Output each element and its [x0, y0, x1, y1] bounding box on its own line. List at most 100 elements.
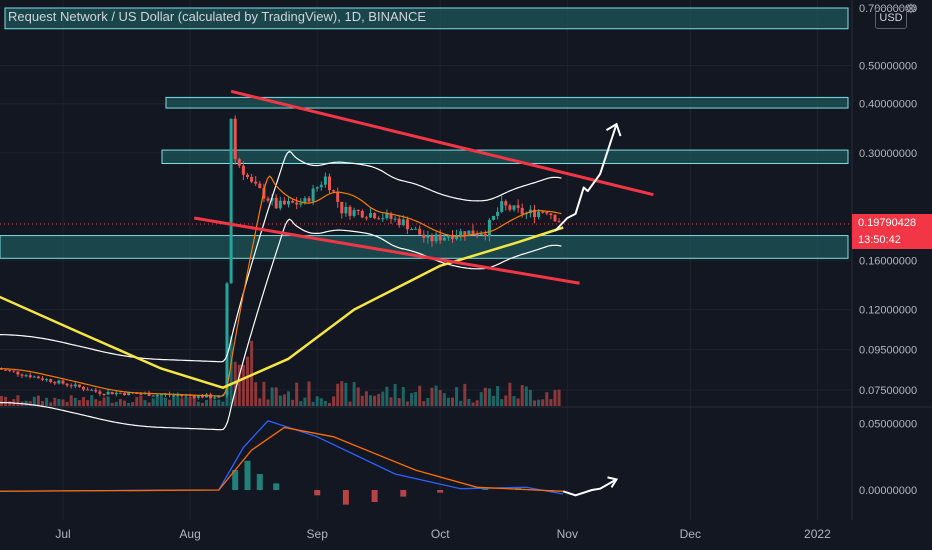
- candle: [307, 198, 311, 202]
- volume-bar: [164, 397, 167, 406]
- candle: [381, 218, 385, 220]
- candle: [94, 389, 98, 392]
- volume-bar: [348, 401, 352, 406]
- y-tick-label: 0.16000000: [859, 255, 917, 267]
- candle: [520, 207, 524, 215]
- candle: [397, 218, 401, 226]
- candle: [434, 234, 438, 242]
- candle: [475, 233, 479, 235]
- candle: [24, 375, 28, 377]
- candle: [385, 213, 389, 219]
- bollinger-lower: [0, 218, 562, 431]
- volume-bar: [553, 390, 557, 406]
- macd-histogram-bar: [232, 470, 239, 490]
- candle: [151, 395, 155, 397]
- candle: [446, 236, 450, 238]
- candle: [102, 393, 106, 395]
- candle: [442, 237, 446, 241]
- candle: [36, 376, 40, 379]
- macd-histogram-bar: [273, 483, 280, 490]
- candle: [467, 230, 471, 237]
- axes: 0.70000000 0.50000000 0.40000000 0.30000000…: [55, 3, 917, 541]
- volume-bar: [352, 382, 356, 406]
- volume-bar: [270, 387, 274, 406]
- candle: [328, 176, 331, 191]
- candle: [455, 235, 459, 240]
- macd-histogram-bar: [256, 474, 263, 490]
- y-tick-label: 0.07500000: [859, 385, 917, 397]
- candle: [364, 217, 368, 219]
- candle: [295, 202, 299, 205]
- candle: [20, 374, 24, 376]
- macd-y-tick-label: 0.00000000: [859, 485, 917, 497]
- volume-bar: [332, 396, 336, 406]
- volume-bar: [57, 399, 61, 406]
- candle: [553, 214, 557, 222]
- candle: [65, 383, 69, 386]
- volume-bar: [98, 400, 102, 406]
- volume-bar: [123, 400, 126, 406]
- macd-histogram-bar: [314, 490, 321, 496]
- volume-bar: [385, 386, 389, 406]
- candle: [274, 197, 278, 209]
- volume-bar: [336, 383, 340, 406]
- volume-bar: [82, 397, 85, 406]
- candle: [373, 213, 377, 219]
- volume-bar: [127, 402, 131, 406]
- volume-bar: [500, 399, 504, 406]
- volume-bar: [36, 395, 40, 406]
- candle: [393, 218, 397, 220]
- volume-bar: [176, 396, 180, 406]
- candle: [451, 236, 454, 240]
- trendline-upper: [230, 89, 654, 197]
- volume-bar: [139, 395, 143, 406]
- candle: [377, 218, 381, 220]
- candle: [348, 206, 352, 216]
- candle: [41, 378, 44, 380]
- candle: [8, 369, 12, 371]
- macd-panel: [0, 420, 619, 505]
- projection-arrow-head: [605, 122, 622, 137]
- currency-button[interactable]: USD: [875, 7, 907, 29]
- gear-icon[interactable]: ⚙: [905, 1, 917, 16]
- candle: [90, 389, 94, 391]
- volume-bar: [295, 382, 299, 406]
- candle: [545, 212, 549, 214]
- candle: [254, 181, 258, 184]
- candle: [241, 165, 245, 175]
- volume-bar: [545, 392, 549, 406]
- candle: [233, 118, 237, 160]
- volume-bar: [65, 401, 69, 406]
- zone-1: [4, 7, 849, 30]
- volume-bar: [258, 398, 262, 406]
- candle: [483, 233, 487, 236]
- volume-bar: [393, 383, 397, 406]
- volume-bar: [237, 364, 241, 406]
- volume-bar: [451, 397, 454, 406]
- candle: [369, 213, 372, 218]
- candle: [82, 387, 85, 390]
- volume-bar: [172, 395, 176, 406]
- y-tick-label: 0.40000000: [859, 99, 917, 111]
- candle: [504, 201, 508, 206]
- volume-bar: [147, 402, 151, 406]
- volume-bar: [114, 401, 118, 406]
- candle: [496, 211, 500, 216]
- indicator-lines: [0, 150, 564, 431]
- macd-histogram-bar: [342, 490, 349, 505]
- volume-bar: [508, 382, 512, 406]
- candle: [4, 369, 8, 371]
- volume-bar: [118, 399, 122, 406]
- candle: [319, 184, 323, 188]
- volume-bar: [53, 397, 57, 406]
- volume-bar: [438, 390, 442, 406]
- candle: [98, 391, 102, 394]
- candle: [250, 177, 254, 182]
- volume-bar: [291, 399, 295, 406]
- volume-bar: [397, 398, 401, 406]
- x-tick-label: Jul: [55, 527, 70, 541]
- candle: [53, 382, 57, 384]
- volume-bar: [250, 340, 254, 406]
- y-tick-label: 0.12000000: [859, 305, 917, 317]
